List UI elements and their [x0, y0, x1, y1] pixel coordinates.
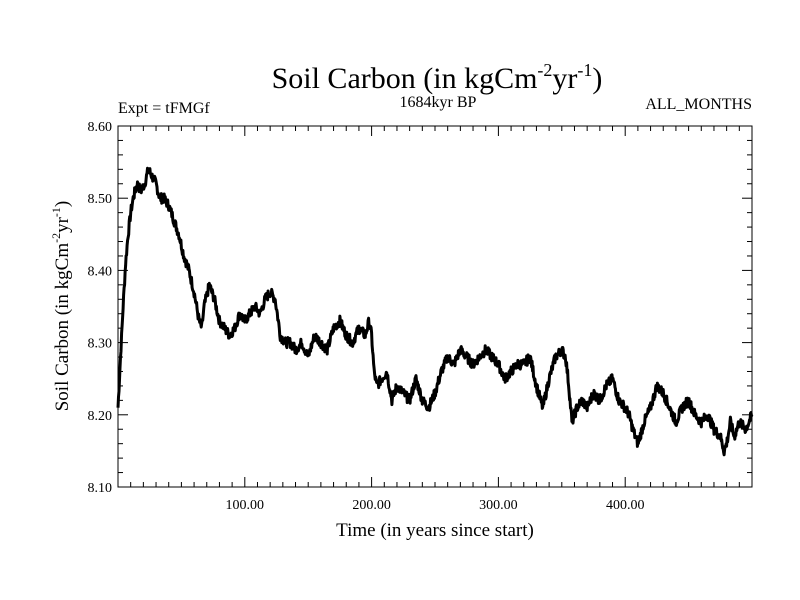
y-axis-label: Soil Carbon (in kgCm-2yr-1)	[49, 201, 73, 412]
months-label: ALL_MONTHS	[645, 96, 752, 113]
y-tick-label: 8.20	[88, 409, 113, 424]
axis-ticks	[118, 126, 752, 487]
y-tick-label: 8.10	[88, 481, 113, 496]
y-tick-labels: 8.10 8.20 8.30 8.40 8.50 8.60	[88, 120, 113, 496]
soil-carbon-line	[116, 166, 754, 457]
y-tick-label: 8.40	[88, 264, 113, 279]
y-tick-label: 8.60	[88, 120, 113, 135]
y-tick-label: 8.50	[88, 192, 113, 207]
y-tick-label: 8.30	[88, 337, 113, 352]
period-label: 1684kyr BP	[400, 94, 477, 111]
x-tick-label: 300.00	[479, 498, 518, 513]
x-tick-label: 100.00	[226, 498, 265, 513]
experiment-label: Expt = tFMGf	[118, 100, 210, 117]
x-tick-label: 200.00	[352, 498, 391, 513]
chart-title: Soil Carbon (in kgCm-2yr-1)	[272, 60, 603, 95]
x-tick-labels: 100.00 200.00 300.00 400.00	[226, 498, 645, 513]
plot-frame	[117, 125, 753, 488]
x-tick-label: 400.00	[606, 498, 645, 513]
x-axis-label: Time (in years since start)	[336, 520, 534, 541]
